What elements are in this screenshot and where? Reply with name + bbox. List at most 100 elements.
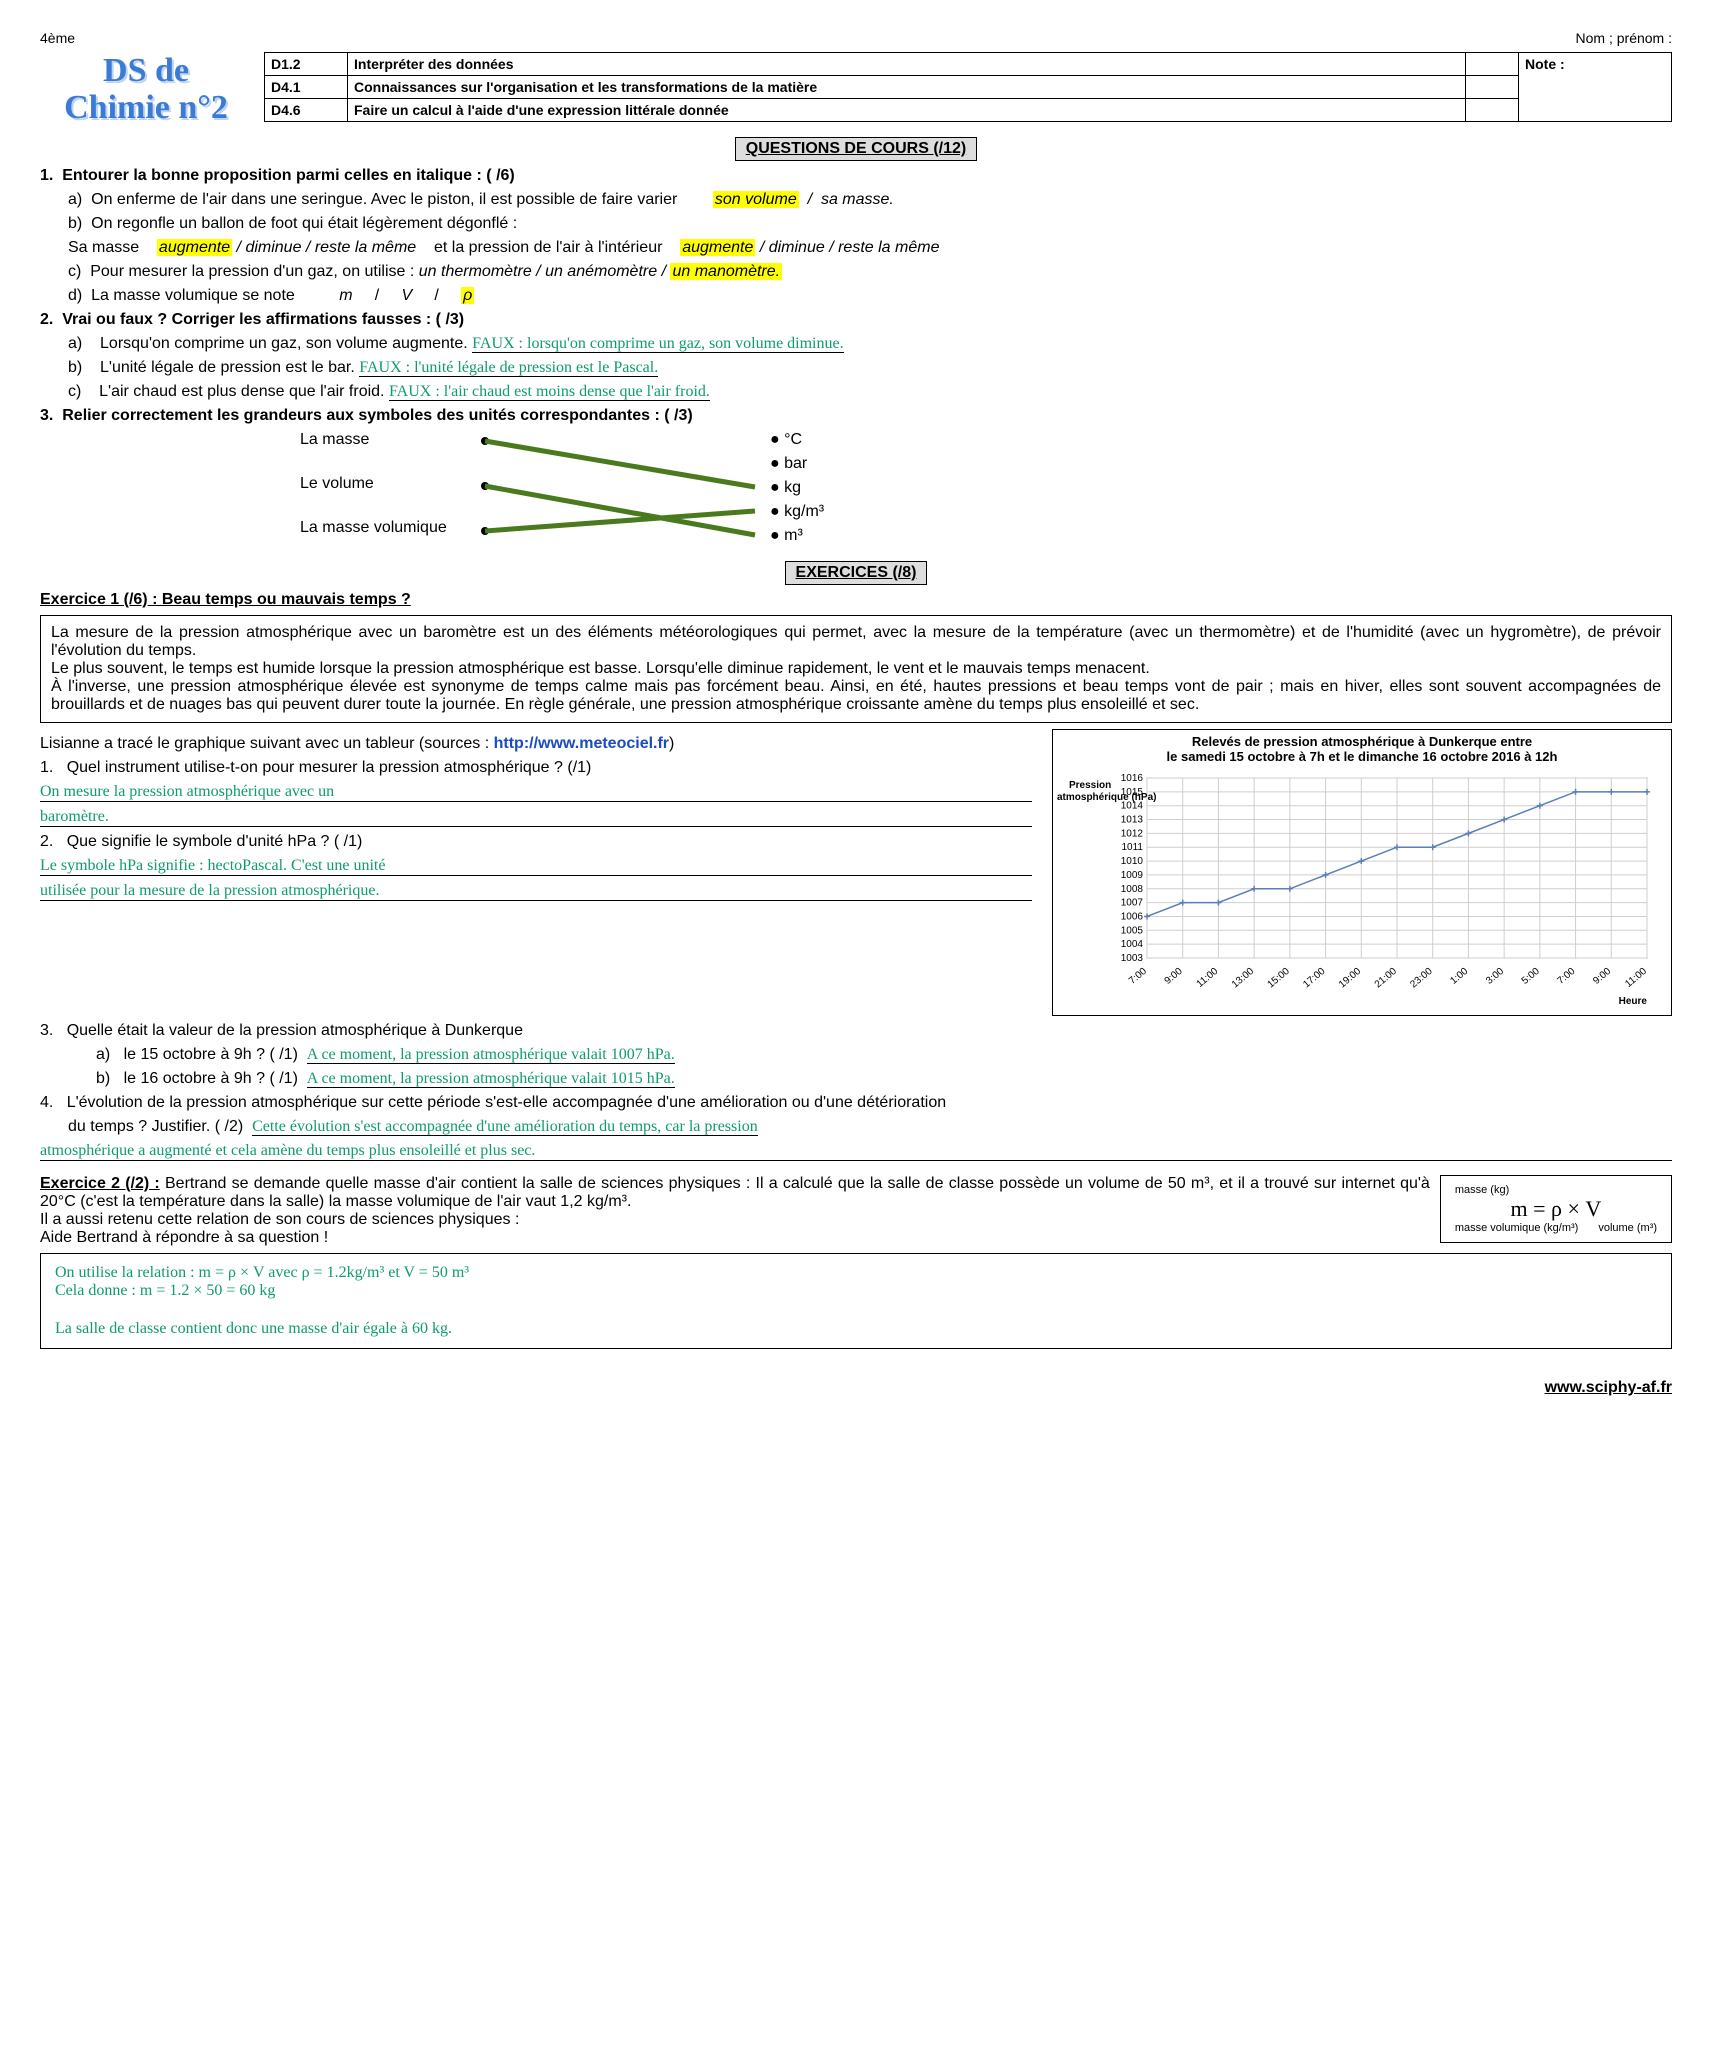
unit: bar [784,455,807,472]
match-left: La masse [300,431,447,449]
ex1-box: La mesure de la pression atmosphérique a… [40,615,1672,723]
svg-text:9:00: 9:00 [1163,965,1185,986]
q1d: d) La masse volumique se note m / V / ρ [40,287,1672,305]
comp-desc: Faire un calcul à l'aide d'une expressio… [348,99,1466,122]
q1a: a) On enferme de l'air dans une seringue… [40,191,1672,209]
comp-check [1466,76,1519,99]
section-cours: QUESTIONS DE COURS (/12) [735,137,977,161]
comp-code: D4.6 [265,99,348,122]
q2b-text: L'unité légale de pression est le bar. [100,359,355,376]
ex2-ans2: Cela donne : m = 1.2 × 50 = 60 kg [55,1282,1657,1300]
q3-stem-text: Relier correctement les grandeurs aux sy… [62,407,692,424]
ex2-ans3: La salle de classe contient donc une mas… [55,1320,1657,1338]
paren: ) [669,735,674,752]
svg-text:13:00: 13:00 [1230,965,1257,990]
q1a-opt1: son volume [713,191,799,208]
match-area: La masse Le volume La masse volumique ● … [40,431,1672,561]
q2c-ans: FAUX : l'air chaud est moins dense que l… [389,383,710,401]
svg-text:9:00: 9:00 [1591,965,1613,986]
q1b: b) On regonfle un ballon de foot qui éta… [40,215,1672,233]
q1d-text: La masse volumique se note [91,287,295,304]
grade: 4ème [40,30,75,46]
ex1-a3b: A ce moment, la pression atmosphérique v… [307,1070,675,1088]
q1b-text: On regonfle un ballon de foot qui était … [91,215,517,232]
q1d-o2: V [401,287,412,304]
match-right: ● m³ [770,527,824,545]
ex1-q3b: b) le 16 octobre à 9h ? ( /1) A ce momen… [40,1070,1672,1088]
ex1-q4b-text: du temps ? Justifier. ( /2) [68,1118,243,1135]
ex1-q3b-text: le 16 octobre à 9h ? ( /1) [124,1070,298,1087]
svg-text:11:00: 11:00 [1195,965,1221,989]
svg-text:7:00: 7:00 [1556,965,1578,986]
q2c: c) L'air chaud est plus dense que l'air … [40,383,1672,401]
q1b-p1: augmente [680,239,755,256]
comp-code: D4.1 [265,76,348,99]
svg-text:21:00: 21:00 [1373,965,1400,990]
q2c-text: L'air chaud est plus dense que l'air fro… [99,383,384,400]
note-cell: Note : [1519,53,1672,122]
q1b-lead: Sa masse [68,239,139,256]
svg-text:11:00: 11:00 [1623,965,1649,989]
q1c-o3: un manomètre. [670,263,782,280]
q1b-line: Sa masse augmente / diminue / reste la m… [40,239,1672,257]
q1d-o1: m [339,287,352,304]
ex1-body: Lisianne a tracé le graphique suivant av… [40,729,1672,1016]
formula-ann-m: masse (kg) [1455,1184,1657,1196]
ex1-intro-text: Lisianne a tracé le graphique suivant av… [40,735,494,752]
comp-check [1466,53,1519,76]
doc-title: DS de Chimie n°2 [40,52,252,127]
unit: kg/m³ [784,503,824,520]
q1c-text: Pour mesurer la pression d'un gaz, on ut… [90,263,414,280]
svg-text:Heure: Heure [1619,996,1648,1007]
q1a-text: On enferme de l'air dans une seringue. A… [91,191,677,208]
svg-text:17:00: 17:00 [1301,965,1328,990]
section-exos-wrap: EXERCICES (/8) [40,561,1672,585]
formula-ann-v: volume (m³) [1598,1222,1657,1234]
section-cours-wrap: QUESTIONS DE COURS (/12) [40,137,1672,161]
svg-text:1008: 1008 [1121,884,1144,895]
ex1-a4b: atmosphérique a augmenté et cela amène d… [40,1142,1672,1161]
svg-text:1006: 1006 [1121,911,1144,922]
q1b-p2: diminue [769,239,825,256]
svg-text:7:00: 7:00 [1127,965,1149,986]
match-right: ● bar [770,455,824,473]
comp-desc: Connaissances sur l'organisation et les … [348,76,1466,99]
ex1-q3: 3. Quelle était la valeur de la pression… [40,1022,1672,1040]
q2a-text: Lorsqu'on comprime un gaz, son volume au… [100,335,468,352]
chart: Relevés de pression atmosphérique à Dunk… [1052,729,1672,1016]
q1b-o2: diminue [245,239,301,256]
name-label: Nom ; prénom : [1576,30,1672,46]
ex1-q4: 4. L'évolution de la pression atmosphéri… [40,1094,1672,1112]
ex1-q4b: du temps ? Justifier. ( /2) Cette évolut… [40,1118,1672,1136]
formula: m = ρ × V [1455,1196,1657,1222]
ex1-q3-text: Quelle était la valeur de la pression at… [67,1022,523,1039]
chart-title: Relevés de pression atmosphérique à Dunk… [1057,734,1667,764]
q1d-o3: ρ [461,287,474,304]
match-right: ● kg [770,479,824,497]
match-right: ● kg/m³ [770,503,824,521]
q2-stem-text: Vrai ou faux ? Corriger les affirmations… [62,311,464,328]
ex1-a2a: Le symbole hPa signifie : hectoPascal. C… [40,857,1032,876]
ex1-intro: Lisianne a tracé le graphique suivant av… [40,735,1032,753]
competence-table: D1.2 Interpréter des données Note : D4.1… [264,52,1672,122]
svg-text:15:00: 15:00 [1266,965,1293,990]
q3-stem: 3. Relier correctement les grandeurs aux… [40,407,1672,425]
svg-text:1007: 1007 [1121,897,1144,908]
svg-text:19:00: 19:00 [1337,965,1364,990]
svg-text:1003: 1003 [1121,953,1144,964]
comp-code: D1.2 [265,53,348,76]
ex1-source-link[interactable]: http://www.meteociel.fr [494,735,669,752]
q2b-ans: FAUX : l'unité légale de pression est le… [359,359,658,377]
svg-text:1010: 1010 [1121,856,1144,867]
match-left: La masse volumique [300,519,447,537]
q1b-o1: augmente [157,239,232,256]
q1c-o1: un thermomètre [419,263,532,280]
svg-text:1:00: 1:00 [1448,965,1470,986]
comp-desc: Interpréter des données [348,53,1466,76]
q2-stem: 2. Vrai ou faux ? Corriger les affirmati… [40,311,1672,329]
ex2-answer-box: On utilise la relation : m = ρ × V avec … [40,1253,1672,1349]
footer: www.sciphy-af.fr [40,1379,1672,1397]
page-top: 4ème Nom ; prénom : [40,30,1672,46]
q1c-o2: un anémomètre [545,263,657,280]
q1-stem-text: Entourer la bonne proposition parmi cell… [62,167,515,184]
